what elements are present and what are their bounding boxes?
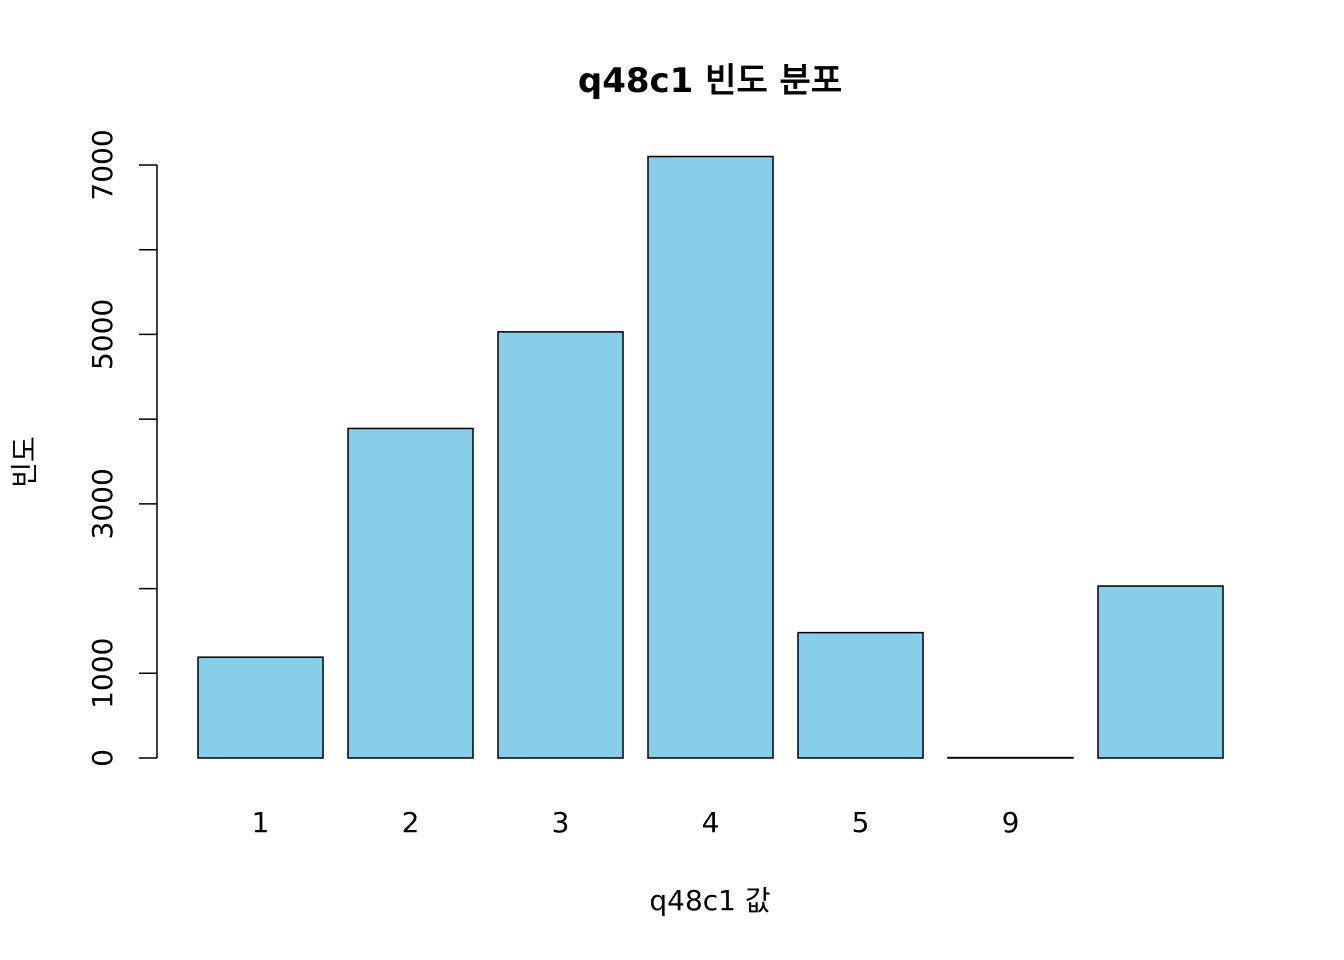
x-tick-label: 5 (852, 806, 870, 839)
bar (347, 427, 474, 759)
y-tick-label: 0 (86, 749, 119, 767)
bar (497, 331, 624, 759)
x-tick-label: 3 (552, 806, 570, 839)
bar (197, 656, 324, 759)
y-tick-label: 7000 (86, 129, 119, 200)
x-tick-label: 2 (402, 806, 420, 839)
x-tick-labels: 1 2 3 4 5 9 (252, 806, 1020, 839)
x-tick-label: 4 (702, 806, 720, 839)
bar (797, 631, 924, 759)
x-tick-label: 1 (252, 806, 270, 839)
y-axis-label: 빈도 (8, 436, 41, 488)
y-axis: 0 1000 3000 5000 7000 (86, 129, 158, 767)
bar (1097, 585, 1224, 759)
y-tick-label: 5000 (86, 299, 119, 370)
bars (197, 155, 1224, 759)
y-tick-label: 1000 (86, 638, 119, 709)
x-axis-label: q48c1 값 (649, 884, 770, 917)
chart-title: q48c1 빈도 분포 (578, 61, 842, 101)
y-tick-label: 3000 (86, 468, 119, 539)
x-tick-label: 9 (1002, 806, 1020, 839)
bar (647, 155, 774, 759)
